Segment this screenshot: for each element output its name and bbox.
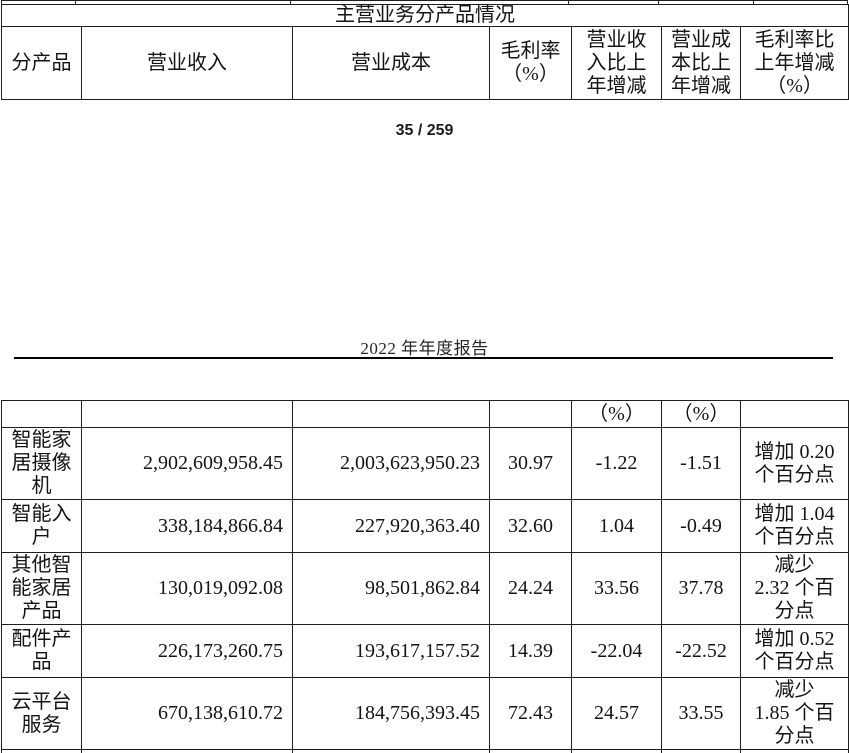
header-cost-yoy: 营业成 本比上 年增减 <box>661 26 741 100</box>
cell-gross-margin: 32.60 <box>489 499 572 553</box>
cell-revenue: 130,019,092.08 <box>81 552 293 625</box>
column-gridline <box>290 1 291 5</box>
table-row: 云平台服务 670,138,610.72 184,756,393.45 72.4… <box>1 677 849 750</box>
cell-product: 智能入户 <box>1 499 82 553</box>
cell-revenue: 226,173,260.75 <box>81 624 293 678</box>
cell-empty <box>292 749 490 753</box>
header-pct-unit: （%） <box>661 400 741 428</box>
cell-revenue: 670,138,610.72 <box>81 677 293 750</box>
cell-cost: 227,920,363.40 <box>292 499 490 553</box>
cell-revenue-yoy: 33.56 <box>571 552 662 625</box>
previous-table-edge <box>1 0 848 5</box>
table-header-row: 分产品 营业收入 营业成本 毛利率 （%） 营业收 入比上 年增减 营业成 本比… <box>1 26 849 100</box>
cell-revenue-yoy: -22.04 <box>571 624 662 678</box>
cell-empty <box>740 400 849 428</box>
cell-empty <box>571 749 662 753</box>
cell-revenue-yoy: -1.22 <box>571 427 662 500</box>
product-data-table: （%） （%） 智能家居摄像机 2,902,609,958.45 2,003,6… <box>1 400 849 753</box>
cell-empty <box>489 749 572 753</box>
header-rule <box>14 357 833 359</box>
column-gridline <box>753 1 754 5</box>
cell-cost: 184,756,393.45 <box>292 677 490 750</box>
cell-cost-yoy: 37.78 <box>661 552 741 625</box>
cell-product: 配件产品 <box>1 624 82 678</box>
header-gross-margin: 毛利率 （%） <box>489 26 572 100</box>
cell-revenue: 2,902,609,958.45 <box>81 427 293 500</box>
cell-cost: 193,617,157.52 <box>292 624 490 678</box>
cell-cost-yoy: -1.51 <box>661 427 741 500</box>
table-row: 智能入户 338,184,866.84 227,920,363.40 32.60… <box>1 499 849 553</box>
cell-gross-margin: 72.43 <box>489 677 572 750</box>
cell-gross-margin: 14.39 <box>489 624 572 678</box>
header-product: 分产品 <box>1 26 82 100</box>
cell-revenue-yoy: 1.04 <box>571 499 662 553</box>
report-title: 2022 年年度报告 <box>360 339 489 358</box>
table-title: 主营业务分产品情况 <box>0 4 849 27</box>
header-pct-unit: （%） <box>571 400 662 428</box>
column-gridline <box>658 1 659 5</box>
cell-margin-change: 增加 1.04 个百分点 <box>740 499 849 553</box>
cell-empty <box>489 400 572 428</box>
cell-cost: 2,003,623,950.23 <box>292 427 490 500</box>
header-margin-yoy: 毛利率比 上年增减 （%） <box>739 26 849 100</box>
column-gridline <box>75 1 76 5</box>
cell-empty <box>292 400 490 428</box>
table-row: 配件产品 226,173,260.75 193,617,157.52 14.39… <box>1 624 849 678</box>
cell-product: 其他智能家居产品 <box>1 552 82 625</box>
cell-cost-yoy: -22.52 <box>661 624 741 678</box>
continuation-header-row: （%） （%） <box>1 400 849 428</box>
cell-gross-margin: 30.97 <box>489 427 572 500</box>
header-revenue: 营业收入 <box>81 26 293 100</box>
main-business-by-product-table: 主营业务分产品情况 分产品 营业收入 营业成本 毛利率 （%） 营业收 入比上 … <box>0 4 849 100</box>
cell-margin-change: 减少 1.85 个百 分点 <box>740 677 849 750</box>
cell-revenue: 338,184,866.84 <box>81 499 293 553</box>
cell-cost-yoy: 33.55 <box>661 677 741 750</box>
cell-empty <box>1 749 82 753</box>
cell-empty <box>81 749 293 753</box>
header-cost: 营业成本 <box>292 26 490 100</box>
table-row: 智能家居摄像机 2,902,609,958.45 2,003,623,950.2… <box>1 427 849 500</box>
cell-gross-margin: 24.24 <box>489 552 572 625</box>
cell-product: 智能家居摄像机 <box>1 427 82 500</box>
column-gridline <box>1 1 2 5</box>
cell-empty <box>661 749 741 753</box>
column-gridline <box>568 1 569 5</box>
page-number: 35 / 259 <box>395 122 454 139</box>
cell-margin-change: 增加 0.20 个百分点 <box>740 427 849 500</box>
cell-product: 云平台服务 <box>1 677 82 750</box>
cell-empty <box>81 400 293 428</box>
column-gridline <box>847 1 848 5</box>
cell-empty <box>740 749 849 753</box>
cell-empty <box>1 400 82 428</box>
cell-cost-yoy: -0.49 <box>661 499 741 553</box>
cell-margin-change: 增加 0.52 个百分点 <box>740 624 849 678</box>
next-row-cut <box>1 749 849 753</box>
table-row: 其他智能家居产品 130,019,092.08 98,501,862.84 24… <box>1 552 849 625</box>
header-revenue-yoy: 营业收 入比上 年增减 <box>571 26 662 100</box>
cell-margin-change: 减少 2.32 个百 分点 <box>740 552 849 625</box>
table-title-row: 主营业务分产品情况 <box>0 4 849 27</box>
cell-cost: 98,501,862.84 <box>292 552 490 625</box>
cell-revenue-yoy: 24.57 <box>571 677 662 750</box>
